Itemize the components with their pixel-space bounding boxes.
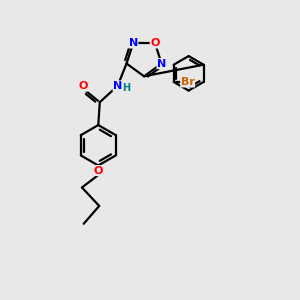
Text: O: O	[150, 38, 160, 48]
Text: Br: Br	[181, 77, 195, 87]
Text: O: O	[94, 166, 103, 176]
Text: N: N	[129, 38, 138, 48]
Text: N: N	[113, 81, 122, 91]
Text: H: H	[122, 83, 130, 93]
Text: N: N	[157, 58, 166, 69]
Text: O: O	[78, 81, 88, 91]
